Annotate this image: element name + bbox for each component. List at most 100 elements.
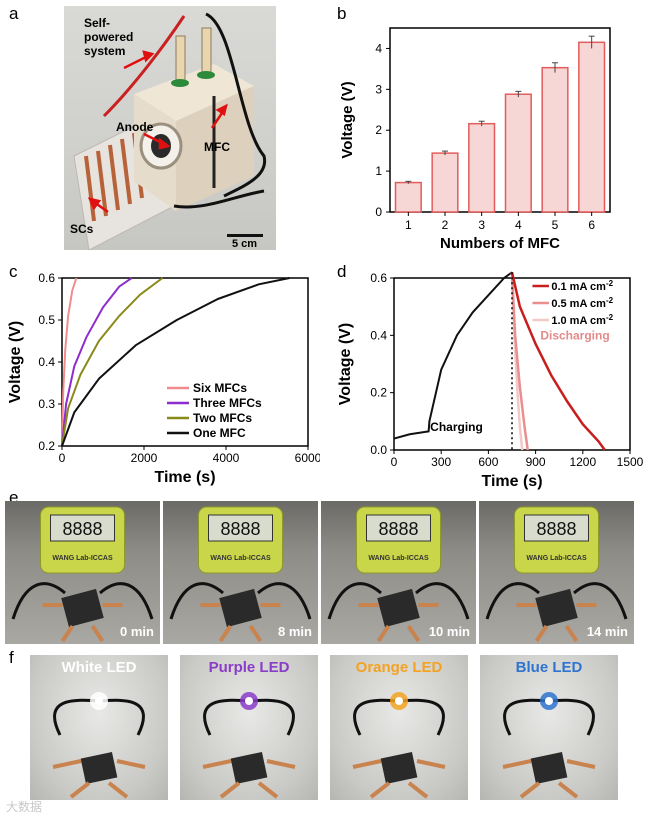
led-bulb xyxy=(245,697,253,705)
bar xyxy=(431,152,459,213)
y-tick-label: 0.3 xyxy=(38,397,55,411)
electrode-posts xyxy=(171,27,215,87)
x-tick-label: 2000 xyxy=(131,451,158,465)
panel-label-f: f xyxy=(9,648,14,667)
device-illustration xyxy=(73,12,267,250)
bar xyxy=(541,66,569,213)
y-tick-label: 0.6 xyxy=(370,271,387,285)
supercap-device xyxy=(200,588,281,643)
timer-brand: WANG Lab-ICCAS xyxy=(210,555,271,562)
x-tick-label: 0 xyxy=(59,451,66,465)
series-line xyxy=(61,277,164,447)
y-tick-label: 0.6 xyxy=(38,271,55,285)
x-tick-label: 5 xyxy=(552,218,559,232)
y-axis-label: Voltage (V) xyxy=(339,81,356,158)
x-axis-label: Time (s) xyxy=(481,473,542,490)
led-photo: White LED xyxy=(30,655,168,800)
led-photo: Blue LED xyxy=(480,655,618,800)
wire xyxy=(485,582,628,620)
bar xyxy=(578,41,606,213)
supercap-device xyxy=(42,588,123,643)
panel-label-d: d xyxy=(337,262,347,281)
wire xyxy=(169,582,312,620)
bar xyxy=(394,181,422,213)
timer-brand: WANG Lab-ICCAS xyxy=(526,555,587,562)
panel-label-a: a xyxy=(9,4,19,23)
supercap-device xyxy=(358,588,439,643)
timer-photo: 8888 WANG Lab-ICCAS 14 min xyxy=(479,501,634,644)
timer-digits: 8888 xyxy=(220,519,260,539)
charging-annotation: Charging xyxy=(430,420,483,434)
x-tick-label: 900 xyxy=(526,455,546,469)
y-tick-label: 0.2 xyxy=(370,386,387,400)
supercap-device xyxy=(352,751,446,799)
legend-label: Two MFCs xyxy=(193,411,252,425)
x-axis-label: Numbers of MFC xyxy=(440,235,560,252)
timer-photo: 8888 WANG Lab-ICCAS 10 min xyxy=(321,501,476,644)
x-tick-label: 0 xyxy=(391,455,398,469)
supercap-device xyxy=(502,751,596,799)
supercap-device xyxy=(516,588,597,643)
x-tick-label: 6000 xyxy=(295,451,320,465)
x-tick-label: 3 xyxy=(478,218,485,232)
plot-frame xyxy=(389,27,611,213)
chart-d: 0 300 600 900 1200 1500 0.0 0.2 0.4 0.6 0.1 mA cm-… xyxy=(337,271,644,490)
led-bulb xyxy=(395,697,403,705)
device-photo: Self- powered system Anode MFC SCs 5 cm xyxy=(64,6,276,250)
x-tick-label: 1200 xyxy=(569,455,596,469)
self-powered-label: Self- powered system xyxy=(84,16,134,58)
bar xyxy=(504,93,532,213)
led-photo: Orange LED xyxy=(330,655,468,800)
x-tick-label: 1500 xyxy=(617,455,644,469)
supercap-device xyxy=(52,751,146,799)
x-tick-label: 6 xyxy=(588,218,595,232)
timer-photo: 8888 WANG Lab-ICCAS 0 min xyxy=(5,501,160,644)
led-bulb xyxy=(545,697,553,705)
timer-screen xyxy=(208,514,273,542)
x-tick-label: 300 xyxy=(431,455,451,469)
x-tick-label: 2 xyxy=(442,218,449,232)
time-caption: 0 min xyxy=(120,624,154,639)
y-axis-label: Voltage (V) xyxy=(337,323,354,405)
time-caption: 14 min xyxy=(586,624,628,639)
timer-screen xyxy=(50,514,115,542)
charging-line xyxy=(393,271,513,440)
timer-screen xyxy=(524,514,589,542)
plot-frame xyxy=(61,277,309,447)
y-tick-label: 4 xyxy=(375,41,382,55)
time-caption: 10 min xyxy=(428,624,470,639)
y-tick-label: 0.5 xyxy=(38,313,55,327)
bar xyxy=(468,122,496,213)
x-tick-label: 1 xyxy=(405,218,412,232)
x-axis-label: Time (s) xyxy=(154,469,215,486)
mfc-label: MFC xyxy=(204,140,230,154)
y-tick-label: 0.4 xyxy=(370,328,387,342)
y-axis-label: Voltage (V) xyxy=(7,321,24,403)
series-line xyxy=(61,277,290,447)
led-label: Blue LED xyxy=(515,659,583,676)
panel-label-b: b xyxy=(337,4,347,23)
scale-bar-label: 5 cm xyxy=(232,238,258,250)
led-bulb xyxy=(95,697,103,705)
led-label: White LED xyxy=(61,659,137,676)
timer-brand: WANG Lab-ICCAS xyxy=(52,555,113,562)
y-tick-label: 0 xyxy=(375,205,382,219)
y-tick-label: 0.0 xyxy=(370,443,387,457)
timer-brand: WANG Lab-ICCAS xyxy=(368,555,429,562)
y-tick-label: 0.4 xyxy=(38,355,55,369)
time-caption: 8 min xyxy=(278,624,312,639)
timer-digits: 8888 xyxy=(536,519,576,539)
x-tick-label: 4 xyxy=(515,218,522,232)
panel-label-c: c xyxy=(9,262,18,281)
legend-label: 1.0 mA cm-2 xyxy=(551,313,613,327)
discharging-annotation: Discharging xyxy=(540,328,609,342)
led-label: Orange LED xyxy=(355,659,443,676)
series-line xyxy=(61,277,78,447)
watermark: 大数据 xyxy=(6,800,43,814)
y-tick-label: 3 xyxy=(375,82,382,96)
timer-photo: 8888 WANG Lab-ICCAS 8 min xyxy=(163,501,318,644)
chart-b: 1 2 3 4 5 6 0 1 2 3 4 Numbers of MFC Voltage (V) xyxy=(339,27,611,252)
timer-digits: 8888 xyxy=(62,519,102,539)
series-line xyxy=(61,277,133,447)
scs-label: SCs xyxy=(70,222,94,236)
